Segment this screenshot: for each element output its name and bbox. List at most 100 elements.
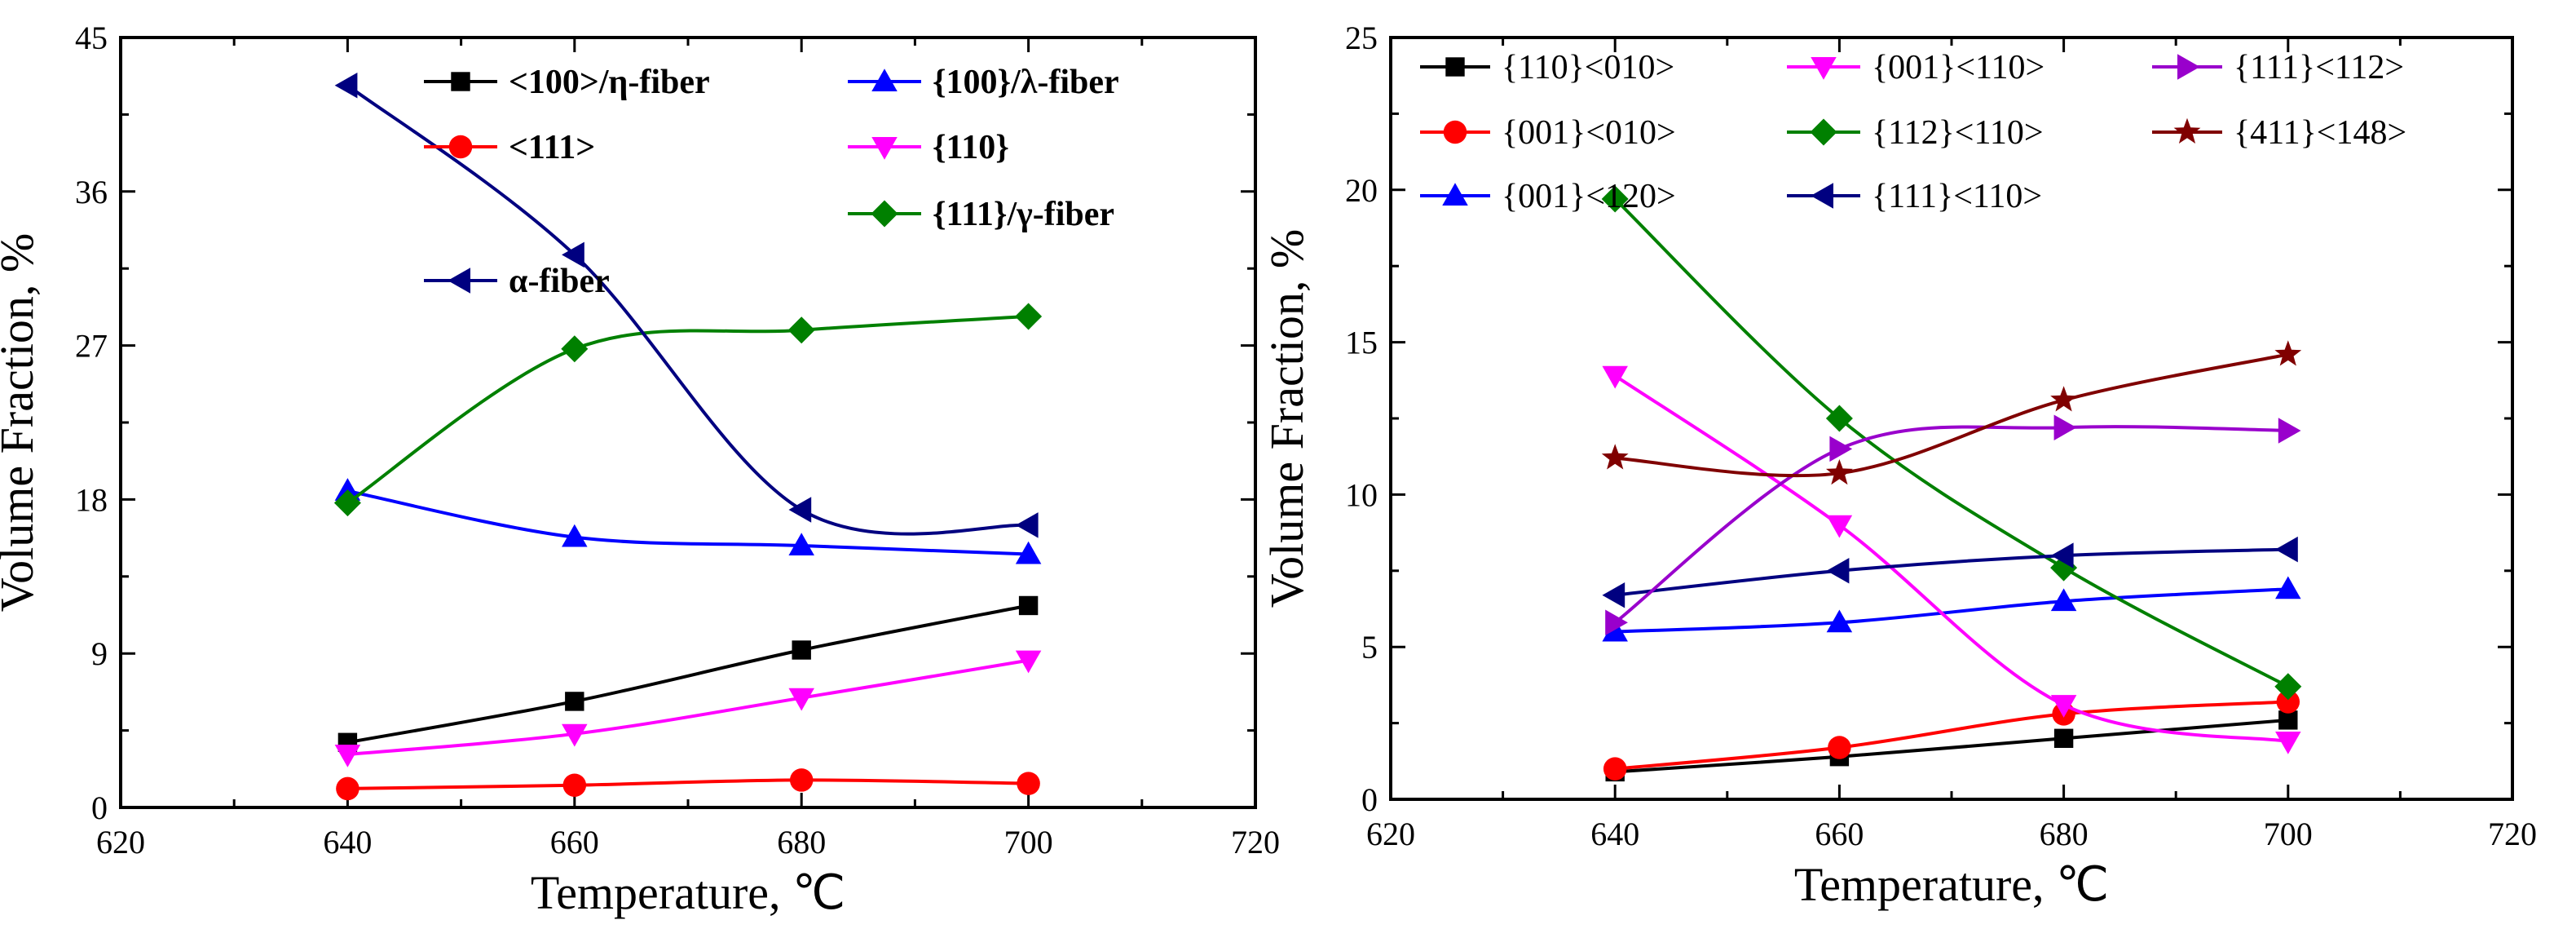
series-line <box>347 778 1029 790</box>
data-point <box>334 478 361 501</box>
data-point <box>1601 185 1629 213</box>
legend-label: {111}<112> <box>2234 49 2404 86</box>
series-line <box>347 658 1029 756</box>
series-3 <box>1602 365 2301 754</box>
y-tick-label: 45 <box>75 20 108 56</box>
data-point <box>1826 459 1853 485</box>
legend: {110}<010> {001}<010> {001}<120> {001}<110>… <box>1420 49 2406 215</box>
data-point <box>1828 736 1851 759</box>
series-line <box>1614 374 2289 743</box>
data-point <box>562 723 588 747</box>
legend-label: {411}<148> <box>2234 114 2406 152</box>
legend-item: {411}<148> <box>2152 114 2406 152</box>
series-4 <box>333 303 1043 517</box>
data-point <box>2050 542 2074 568</box>
data-point <box>1825 405 1853 432</box>
legend-item: {001}<120> <box>1420 178 1676 215</box>
data-point <box>1018 595 1039 616</box>
legend-label: α-fiber <box>509 263 610 300</box>
data-point <box>2275 732 2301 754</box>
series-5 <box>1602 536 2298 608</box>
y-tick-label: 36 <box>75 174 108 210</box>
data-point <box>1015 541 1042 564</box>
legend-item: <100>/η-fiber <box>424 64 710 101</box>
data-point <box>2275 576 2301 599</box>
data-point <box>2050 695 2077 718</box>
data-point <box>2274 673 2302 701</box>
data-point <box>2050 588 2077 612</box>
y-tick-label: 25 <box>1345 20 1378 56</box>
legend-marker <box>871 137 898 160</box>
series-2 <box>334 478 1042 564</box>
legend-marker <box>1443 120 1467 144</box>
x-tick-label: 660 <box>550 824 599 860</box>
x-tick-label: 680 <box>777 824 826 860</box>
x-tick-label: 700 <box>1004 824 1053 860</box>
legend-label: {100}/λ-fiber <box>933 64 1119 101</box>
legend-label: {112}<110> <box>1872 114 2044 152</box>
x-tick-label: 640 <box>323 824 372 860</box>
y-axis-label: Volume Fraction, % <box>0 233 43 612</box>
data-point <box>1826 609 1853 633</box>
plot-frame <box>1389 36 2514 801</box>
series-line <box>1613 197 2289 688</box>
legend-marker <box>871 69 898 91</box>
data-point <box>788 533 814 556</box>
x-axis-label: Temperature, ℃ <box>1794 858 2109 911</box>
series-line <box>1614 547 2288 597</box>
legend-label: {001}<110> <box>1872 49 2044 86</box>
data-point <box>562 773 587 797</box>
legend: <100>/η-fiber <111> {100}/λ-fiber {110} {111… <box>424 64 1119 300</box>
series-line <box>347 604 1029 745</box>
legend-label: {001}<120> <box>1502 178 1676 215</box>
y-tick-label: 9 <box>91 635 108 672</box>
data-point <box>336 776 359 801</box>
y-tick-label: 18 <box>75 481 108 518</box>
data-point <box>1017 772 1040 795</box>
data-point <box>561 335 589 363</box>
series-line <box>346 489 1029 556</box>
data-point <box>1826 558 1850 584</box>
data-point <box>1015 650 1042 674</box>
series-0 <box>337 595 1039 752</box>
y-tick-label: 0 <box>1361 781 1378 818</box>
legend-marker <box>1442 183 1468 206</box>
series-0 <box>1605 710 2298 782</box>
y-tick-label: 20 <box>1345 172 1378 209</box>
x-tick-label: 720 <box>2488 816 2537 852</box>
data-point <box>787 316 815 344</box>
data-point <box>1015 512 1039 538</box>
data-point <box>792 640 811 660</box>
right-chart: 620 640 660 680 700 720 0 5 10 15 20 25 Temperature,… <box>1260 20 2537 911</box>
x-tick-label: 700 <box>2264 816 2313 852</box>
y-axis-label: Volume Fraction, % <box>1260 229 1313 608</box>
legend-item: {110}<010> <box>1420 49 1674 86</box>
series-5 <box>334 72 1039 538</box>
legend-label: <111> <box>509 129 595 166</box>
data-point <box>2050 386 2077 412</box>
data-point <box>2053 414 2077 440</box>
data-point <box>1605 609 1628 636</box>
data-point <box>788 497 812 523</box>
data-point <box>562 524 588 547</box>
series-6 <box>1605 414 2301 636</box>
y-tick-label: 5 <box>1361 629 1378 666</box>
y-tick-label: 15 <box>1345 325 1378 361</box>
legend-marker <box>1445 57 1465 77</box>
legend-item: <111> <box>424 129 595 166</box>
series-3 <box>334 650 1042 767</box>
legend-label: {110}<010> <box>1502 49 1674 86</box>
legend-label: {001}<010> <box>1502 114 1676 152</box>
data-point <box>562 241 584 268</box>
legend-item: {111}/γ-fiber <box>848 196 1114 233</box>
x-tick-label: 720 <box>1231 824 1280 860</box>
legend-marker <box>448 268 470 294</box>
y-tick-label: 0 <box>91 790 108 826</box>
legend-marker <box>2177 54 2200 80</box>
x-axis-label: Temperature, ℃ <box>531 866 845 919</box>
data-point <box>788 688 814 711</box>
series-line <box>1615 587 2288 634</box>
series-line <box>1615 718 2288 774</box>
legend-marker <box>451 72 470 91</box>
legend-item: {111}<110> <box>1787 178 2042 215</box>
